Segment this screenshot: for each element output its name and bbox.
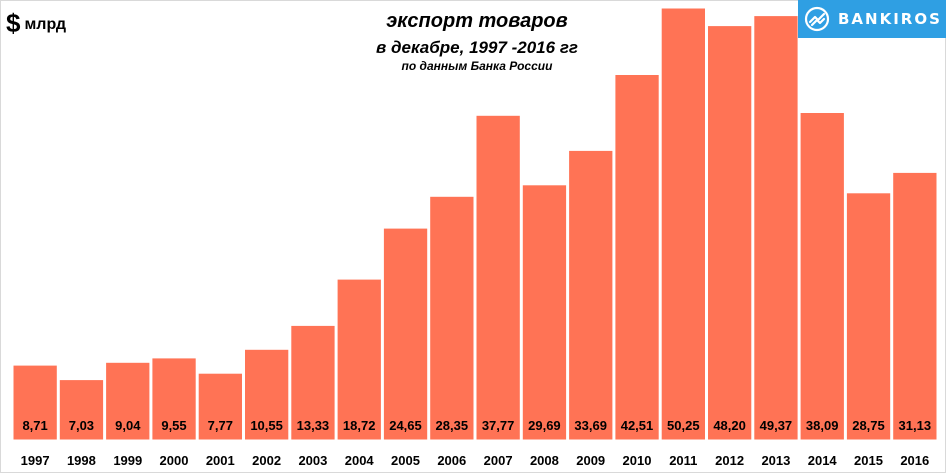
bar-2003: [290, 324, 336, 441]
bar-2015: [845, 192, 892, 441]
value-label-2001: 7,77: [208, 418, 233, 433]
bar-2002: [244, 348, 290, 441]
bars-layer: [12, 7, 938, 441]
brand-badge[interactable]: BANKIROS: [798, 0, 946, 38]
unit-text: млрд: [24, 16, 66, 33]
x-tick-label-2005: 2005: [391, 453, 420, 468]
bar-2010: [614, 74, 660, 441]
bar-2012: [707, 25, 753, 441]
x-tick-label-2012: 2012: [715, 453, 744, 468]
x-tick-label-2013: 2013: [761, 453, 790, 468]
value-label-1998: 7,03: [69, 418, 94, 433]
bar-2005: [382, 227, 429, 441]
x-tick-label-2015: 2015: [854, 453, 883, 468]
bar-1997: [12, 364, 58, 441]
x-tick-label-2001: 2001: [206, 453, 235, 468]
bar-2011: [660, 7, 707, 441]
value-label-2000: 9,55: [161, 418, 186, 433]
x-tick-label-2002: 2002: [252, 453, 281, 468]
x-tick-label-1998: 1998: [67, 453, 96, 468]
value-label-1999: 9,04: [115, 418, 141, 433]
bar-2016: [892, 171, 938, 441]
bar-1999: [105, 361, 151, 441]
bankiros-logo-icon: [798, 0, 836, 38]
bar-2000: [151, 357, 197, 441]
x-tick-label-2016: 2016: [900, 453, 929, 468]
y-unit-label: $ млрд: [6, 8, 66, 39]
x-tick-label-2011: 2011: [669, 453, 697, 468]
value-labels-layer: 8,71 7,03 9,04 9,55 7,77 10,55 13,33 18,72 24,65…: [22, 418, 931, 433]
value-label-2014: 38,09: [806, 418, 839, 433]
value-label-2010: 42,51: [621, 418, 654, 433]
x-tick-label-2010: 2010: [623, 453, 652, 468]
bar-1998: [58, 379, 105, 441]
x-tick-label-1997: 1997: [21, 453, 50, 468]
bar-2009: [568, 149, 614, 441]
x-tick-label-2004: 2004: [345, 453, 375, 468]
x-tick-label-2007: 2007: [484, 453, 513, 468]
x-tick-label-2009: 2009: [576, 453, 605, 468]
value-label-2016: 31,13: [899, 418, 932, 433]
value-label-2008: 29,69: [528, 418, 561, 433]
value-label-2002: 10,55: [250, 418, 283, 433]
value-label-2006: 28,35: [436, 418, 469, 433]
chart-title: экспорт товаров: [386, 10, 568, 32]
value-label-2015: 28,75: [852, 418, 885, 433]
value-label-2005: 24,65: [389, 418, 422, 433]
bar-2014: [799, 112, 845, 441]
chart-title-period: в декабре, 1997 -2016 гг: [376, 38, 578, 57]
x-tick-label-2006: 2006: [437, 453, 466, 468]
value-label-1997: 8,71: [22, 418, 47, 433]
value-label-2004: 18,72: [343, 418, 376, 433]
value-label-2003: 13,33: [297, 418, 330, 433]
x-tick-label-2003: 2003: [298, 453, 327, 468]
bar-2007: [475, 114, 521, 441]
x-tick-label-2008: 2008: [530, 453, 559, 468]
x-tick-label-2000: 2000: [160, 453, 189, 468]
value-label-2012: 48,20: [713, 418, 746, 433]
unit-symbol: $: [6, 8, 21, 38]
bar-2013: [753, 15, 799, 441]
x-tick-label-2014: 2014: [808, 453, 838, 468]
bar-2001: [197, 372, 243, 441]
value-label-2009: 33,69: [574, 418, 607, 433]
brand-name: BANKIROS: [838, 10, 942, 28]
x-tick-label-1999: 1999: [113, 453, 142, 468]
value-label-2011: 50,25: [667, 418, 700, 433]
value-label-2007: 37,77: [482, 418, 515, 433]
bar-2008: [521, 184, 568, 441]
bar-2004: [336, 278, 382, 441]
year-labels-layer: 1997 1998 1999 2000 2001 2002 2003 2004 2005 2006…: [21, 453, 930, 468]
bar-2006: [429, 195, 475, 441]
value-label-2013: 49,37: [760, 418, 793, 433]
chart-subtitle-source: по данным Банка России: [401, 59, 553, 73]
